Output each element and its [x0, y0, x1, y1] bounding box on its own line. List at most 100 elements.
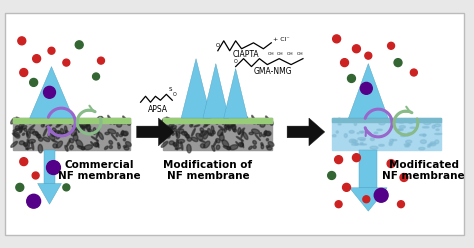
Text: O: O	[216, 43, 220, 48]
Ellipse shape	[264, 130, 266, 135]
Ellipse shape	[243, 132, 248, 140]
Ellipse shape	[119, 134, 123, 137]
Ellipse shape	[190, 124, 193, 127]
Circle shape	[92, 73, 100, 80]
Polygon shape	[203, 63, 229, 118]
Ellipse shape	[269, 120, 273, 125]
Ellipse shape	[359, 144, 366, 145]
Ellipse shape	[242, 141, 244, 148]
Ellipse shape	[13, 128, 20, 131]
Ellipse shape	[435, 140, 439, 144]
Ellipse shape	[31, 142, 34, 150]
Ellipse shape	[213, 119, 218, 123]
Polygon shape	[30, 66, 73, 118]
Ellipse shape	[404, 144, 410, 146]
Ellipse shape	[352, 140, 357, 142]
Ellipse shape	[24, 128, 27, 131]
Ellipse shape	[219, 126, 225, 130]
Ellipse shape	[242, 117, 246, 122]
Ellipse shape	[407, 144, 409, 145]
Text: Modificated: Modificated	[389, 159, 459, 170]
Ellipse shape	[21, 123, 23, 124]
Ellipse shape	[67, 140, 70, 146]
Ellipse shape	[161, 118, 166, 124]
Polygon shape	[137, 118, 174, 146]
Circle shape	[27, 194, 41, 208]
Ellipse shape	[105, 146, 108, 150]
Circle shape	[18, 37, 26, 45]
Ellipse shape	[11, 141, 18, 147]
Ellipse shape	[126, 120, 130, 123]
Ellipse shape	[267, 122, 268, 124]
Ellipse shape	[408, 132, 413, 134]
Ellipse shape	[200, 140, 205, 142]
Ellipse shape	[97, 141, 99, 148]
Ellipse shape	[123, 145, 127, 147]
Ellipse shape	[27, 132, 28, 136]
Ellipse shape	[423, 134, 426, 136]
Ellipse shape	[370, 138, 374, 141]
Ellipse shape	[33, 131, 38, 135]
Ellipse shape	[191, 118, 196, 125]
Ellipse shape	[124, 147, 129, 150]
Ellipse shape	[91, 142, 94, 145]
Ellipse shape	[35, 131, 38, 136]
Ellipse shape	[252, 115, 255, 121]
Ellipse shape	[419, 134, 426, 136]
Ellipse shape	[186, 134, 190, 138]
Ellipse shape	[185, 134, 189, 138]
Ellipse shape	[349, 139, 356, 143]
Ellipse shape	[61, 128, 64, 135]
Ellipse shape	[176, 131, 180, 138]
Circle shape	[33, 55, 41, 62]
Polygon shape	[287, 118, 325, 146]
Ellipse shape	[28, 125, 35, 130]
Ellipse shape	[177, 139, 185, 143]
Ellipse shape	[93, 128, 96, 134]
Ellipse shape	[227, 124, 235, 128]
Text: NF membrane: NF membrane	[166, 171, 249, 182]
Ellipse shape	[211, 133, 214, 136]
Ellipse shape	[184, 131, 187, 136]
Circle shape	[63, 184, 70, 191]
Ellipse shape	[222, 140, 229, 147]
Circle shape	[30, 78, 37, 86]
Ellipse shape	[19, 126, 23, 133]
Ellipse shape	[43, 137, 50, 142]
Ellipse shape	[118, 145, 120, 149]
Ellipse shape	[409, 121, 413, 124]
Polygon shape	[359, 150, 377, 188]
Ellipse shape	[68, 121, 71, 124]
Circle shape	[46, 161, 60, 175]
Ellipse shape	[79, 124, 82, 127]
Circle shape	[335, 201, 342, 208]
Ellipse shape	[266, 139, 269, 141]
Circle shape	[48, 47, 55, 54]
Ellipse shape	[66, 119, 71, 123]
Ellipse shape	[75, 133, 77, 135]
Ellipse shape	[127, 120, 130, 125]
Ellipse shape	[87, 124, 90, 131]
Ellipse shape	[176, 120, 180, 123]
Ellipse shape	[161, 141, 168, 147]
Ellipse shape	[379, 122, 385, 125]
Ellipse shape	[424, 121, 431, 124]
Ellipse shape	[344, 134, 347, 137]
Ellipse shape	[403, 134, 409, 136]
Ellipse shape	[219, 134, 224, 141]
Ellipse shape	[118, 143, 119, 146]
Text: OH: OH	[267, 52, 274, 56]
Ellipse shape	[28, 139, 36, 143]
Ellipse shape	[173, 143, 177, 146]
Ellipse shape	[249, 132, 254, 135]
Ellipse shape	[22, 133, 25, 135]
Ellipse shape	[175, 148, 181, 149]
Ellipse shape	[366, 131, 368, 133]
Ellipse shape	[97, 117, 102, 122]
Ellipse shape	[370, 146, 378, 149]
Ellipse shape	[200, 131, 207, 136]
Ellipse shape	[169, 141, 174, 145]
Ellipse shape	[78, 125, 83, 129]
Ellipse shape	[165, 126, 170, 130]
Text: APSA: APSA	[148, 105, 168, 114]
